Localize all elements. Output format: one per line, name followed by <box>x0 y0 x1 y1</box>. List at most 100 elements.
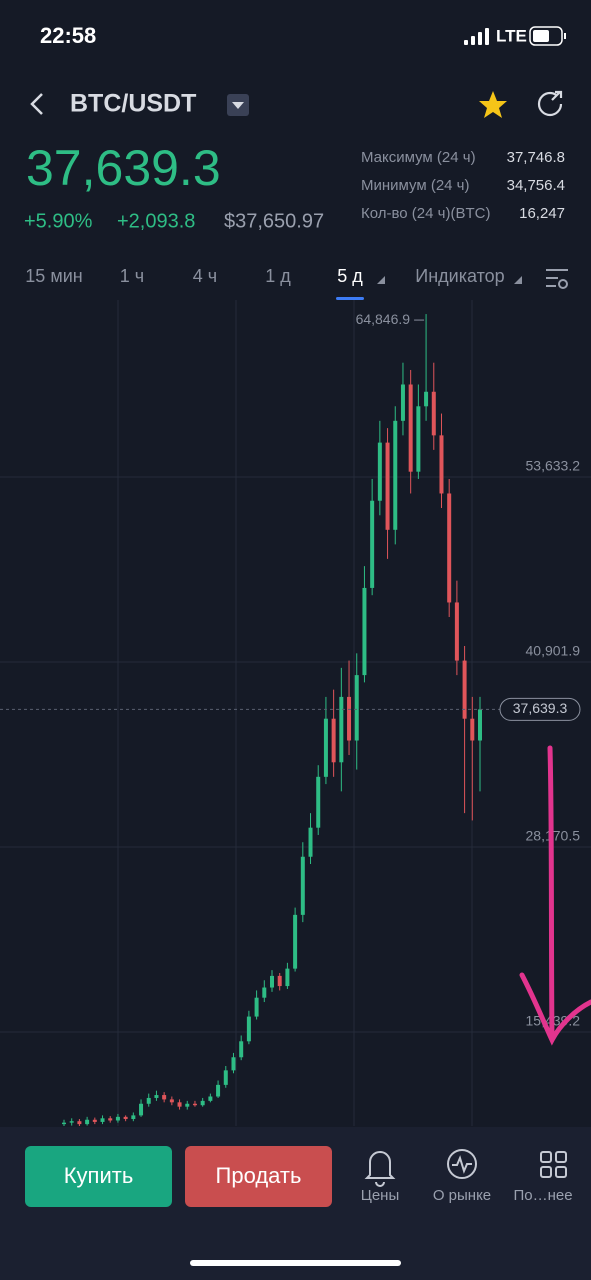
buy-label[interactable]: Купить <box>64 1163 134 1188</box>
vertical-grid <box>117 300 473 1126</box>
candle-body <box>270 975 274 988</box>
candle-body <box>400 384 405 421</box>
interval-tab[interactable]: Индикатор <box>415 266 504 286</box>
active-tab-underline <box>336 297 364 300</box>
candle-body <box>285 968 290 987</box>
sell-button[interactable] <box>185 1146 332 1207</box>
candle-body <box>254 997 259 1017</box>
candle-body <box>454 602 459 661</box>
nav-label[interactable]: О рынке <box>433 1187 491 1204</box>
stat-value: 16,247 <box>519 205 565 222</box>
candle-body <box>362 587 367 676</box>
change-abs: +2,093.8 <box>117 210 195 232</box>
nav-label[interactable]: Цены <box>361 1187 400 1204</box>
candle-body <box>377 442 382 501</box>
last-price-label: 37,639.3 <box>513 700 568 716</box>
interval-tab[interactable]: 1 д <box>265 266 291 286</box>
market-icon[interactable] <box>447 1149 477 1179</box>
candle-body <box>216 1084 221 1097</box>
stat-value: 37,746.8 <box>507 149 565 166</box>
candle-body <box>131 1115 136 1120</box>
interval-tab[interactable]: 5 д <box>337 266 363 286</box>
candle-body <box>431 391 436 436</box>
candle-body <box>85 1119 90 1125</box>
stat-label: Минимум (24 ч) <box>361 177 470 194</box>
candle-body <box>262 987 267 998</box>
candle-body <box>385 442 390 530</box>
candle-body <box>439 435 444 494</box>
y-tick-label: 40,901.9 <box>526 643 581 659</box>
stat-label: Кол-во (24 ч)(BTC) <box>361 205 490 222</box>
candle-body <box>231 1057 236 1071</box>
stat-label: Максимум (24 ч) <box>361 149 476 166</box>
stat-value: 34,756.4 <box>507 177 565 194</box>
candle-body <box>185 1103 190 1107</box>
candle-body <box>208 1096 213 1101</box>
home-indicator <box>190 1260 401 1266</box>
candle-body <box>370 500 375 588</box>
candle-body <box>470 718 475 741</box>
candle-body <box>293 914 298 969</box>
change-pct: +5.90% <box>24 210 93 232</box>
candle-body <box>62 1122 66 1125</box>
candle-body <box>316 776 321 828</box>
interval-tab[interactable]: 15 мин <box>25 266 82 286</box>
tab-dropdown-arrow <box>514 276 522 284</box>
status-time: 22:58 <box>40 23 96 48</box>
pair-dropdown[interactable] <box>227 94 249 116</box>
candle-body <box>478 709 482 741</box>
sell-label[interactable]: Продать <box>216 1163 302 1188</box>
candle-body <box>92 1119 97 1122</box>
candle-body <box>146 1097 151 1104</box>
usd-price: $37,650.97 <box>224 210 324 232</box>
candle-body <box>154 1095 159 1098</box>
prices-icon[interactable] <box>364 1151 396 1187</box>
more-icon[interactable] <box>540 1151 567 1178</box>
back-button[interactable] <box>30 93 43 115</box>
last-price: 37,639.3 <box>26 140 221 196</box>
interval-tab[interactable]: 4 ч <box>193 266 217 286</box>
high-marker-label: 64,846.9 <box>356 311 411 327</box>
candle-body <box>123 1116 128 1120</box>
buy-button[interactable] <box>25 1146 172 1207</box>
candle-body <box>277 975 282 987</box>
status-network: LTE <box>496 26 527 45</box>
candle-body <box>246 1016 251 1042</box>
candle-body <box>339 696 344 763</box>
pair-title[interactable]: BTC/USDT <box>70 90 196 118</box>
candle-body <box>347 696 352 741</box>
interval-tab[interactable]: 1 ч <box>120 266 144 286</box>
signal-icon <box>464 28 489 45</box>
candle-body <box>139 1103 144 1116</box>
tab-dropdown-arrow <box>377 276 385 284</box>
candle-body <box>108 1118 113 1121</box>
candle-body <box>354 675 359 741</box>
candle-body <box>408 384 413 472</box>
candle-body <box>100 1118 105 1122</box>
candle-body <box>239 1041 244 1058</box>
candle-body <box>69 1121 74 1123</box>
battery-icon <box>529 26 566 46</box>
candle-body <box>77 1121 82 1125</box>
candle-body <box>200 1100 205 1106</box>
settings-icon[interactable] <box>546 269 568 289</box>
candle-body <box>447 493 452 603</box>
favorite-star[interactable] <box>479 91 507 118</box>
candle-body <box>115 1116 120 1121</box>
candle-body <box>223 1070 228 1085</box>
annotation-arrow <box>519 745 591 1046</box>
candle-body <box>169 1099 174 1103</box>
candle-body <box>192 1103 197 1106</box>
candle-body <box>177 1102 182 1107</box>
candle-body <box>300 856 305 915</box>
share-button[interactable] <box>537 90 563 117</box>
nav-label[interactable]: По…нее <box>513 1187 572 1204</box>
candle-body <box>462 660 467 719</box>
candle-body <box>393 420 398 530</box>
y-tick-label: 53,633.2 <box>526 458 581 474</box>
candle-body <box>424 391 429 407</box>
candle-body <box>331 718 336 763</box>
